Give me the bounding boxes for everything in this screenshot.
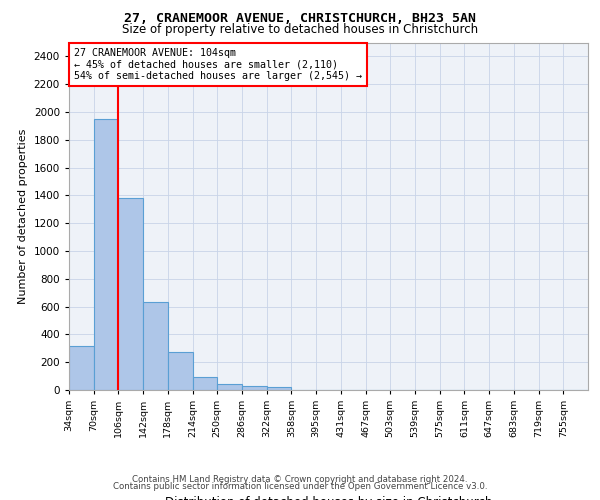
Text: Size of property relative to detached houses in Christchurch: Size of property relative to detached ho… [122,22,478,36]
Bar [143,302,168,390]
Bar [118,198,143,390]
Y-axis label: Number of detached properties: Number of detached properties [18,128,28,304]
Bar [193,377,217,390]
Text: Contains HM Land Registry data © Crown copyright and database right 2024.: Contains HM Land Registry data © Crown c… [132,475,468,484]
Bar [217,384,242,390]
Bar [69,346,94,390]
Bar [94,119,118,390]
X-axis label: Distribution of detached houses by size in Christchurch: Distribution of detached houses by size … [165,496,492,500]
Text: Contains public sector information licensed under the Open Government Licence v3: Contains public sector information licen… [113,482,487,491]
Bar [168,352,193,390]
Bar [267,387,292,390]
Text: 27 CRANEMOOR AVENUE: 104sqm
← 45% of detached houses are smaller (2,110)
54% of : 27 CRANEMOOR AVENUE: 104sqm ← 45% of det… [74,48,362,81]
Bar [242,386,267,390]
Text: 27, CRANEMOOR AVENUE, CHRISTCHURCH, BH23 5AN: 27, CRANEMOOR AVENUE, CHRISTCHURCH, BH23… [124,12,476,26]
